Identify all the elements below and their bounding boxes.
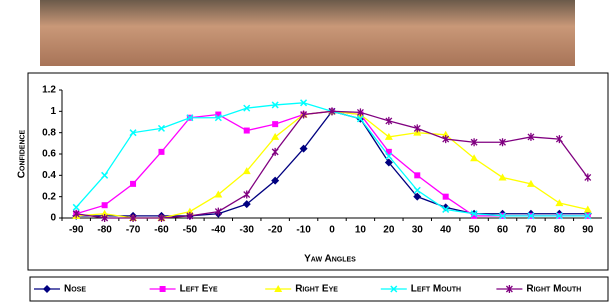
series-line bbox=[76, 111, 588, 218]
legend-label: Right Mouth bbox=[526, 284, 581, 295]
marker bbox=[272, 148, 278, 156]
marker bbox=[272, 121, 278, 127]
x-tick-label: 90 bbox=[582, 225, 594, 236]
marker bbox=[244, 191, 250, 199]
y-tick-label: 0.2 bbox=[42, 191, 56, 202]
marker bbox=[160, 286, 166, 292]
face-strip bbox=[40, 0, 575, 66]
series-line bbox=[76, 103, 588, 216]
figure: Confidence Yaw Angles 0 0.2 0.4 0.6 0.8 1 1.2 -… bbox=[0, 0, 613, 307]
x-tick-label: 10 bbox=[355, 225, 367, 236]
marker bbox=[555, 199, 563, 206]
x-tick-label: 50 bbox=[469, 225, 481, 236]
x-tick-label: 0 bbox=[329, 225, 335, 236]
x-axis-title: Yaw Angles bbox=[304, 254, 356, 265]
x-tick-label: -10 bbox=[296, 225, 311, 236]
y-tick-label: 0.4 bbox=[42, 170, 56, 181]
x-tick-label: -30 bbox=[240, 225, 255, 236]
marker bbox=[73, 204, 79, 210]
x-tick-label: -40 bbox=[211, 225, 226, 236]
y-tick-label: 0 bbox=[50, 213, 56, 224]
marker bbox=[130, 181, 136, 187]
x-tick-label: -70 bbox=[126, 225, 141, 236]
marker bbox=[414, 187, 420, 193]
marker bbox=[102, 172, 108, 178]
marker bbox=[158, 149, 164, 155]
x-tick-label: 80 bbox=[554, 225, 566, 236]
y-tick-label: 1 bbox=[50, 106, 56, 117]
marker bbox=[102, 202, 108, 208]
x-tick-label: 30 bbox=[412, 225, 424, 236]
x-tick-label: 20 bbox=[383, 225, 395, 236]
legend-label: Left Eye bbox=[180, 284, 218, 295]
y-axis-title: Confidence bbox=[17, 129, 28, 178]
marker bbox=[443, 194, 449, 200]
x-tick-label: -80 bbox=[97, 225, 112, 236]
series-line bbox=[76, 111, 588, 216]
chart-frame bbox=[28, 73, 608, 270]
legend-label: Right Eye bbox=[295, 284, 338, 295]
x-tick-label: -20 bbox=[268, 225, 283, 236]
marker bbox=[499, 173, 507, 180]
y-tick-label: 1.2 bbox=[42, 85, 56, 96]
y-tick-label: 0.8 bbox=[42, 127, 56, 138]
x-tick-label: 70 bbox=[525, 225, 537, 236]
legend-label: Nose bbox=[64, 284, 86, 295]
x-tick-label: -90 bbox=[69, 225, 84, 236]
x-tick-label: -50 bbox=[183, 225, 198, 236]
marker bbox=[585, 173, 591, 181]
marker bbox=[244, 128, 250, 134]
legend-label: Left Mouth bbox=[411, 284, 461, 295]
y-tick-label: 0.6 bbox=[42, 149, 56, 160]
x-tick-label: 40 bbox=[440, 225, 452, 236]
x-tick-label: -60 bbox=[154, 225, 169, 236]
x-tick-label: 60 bbox=[497, 225, 509, 236]
marker bbox=[414, 172, 420, 178]
marker bbox=[43, 285, 51, 293]
series-line bbox=[76, 111, 588, 218]
series-line bbox=[76, 111, 588, 216]
